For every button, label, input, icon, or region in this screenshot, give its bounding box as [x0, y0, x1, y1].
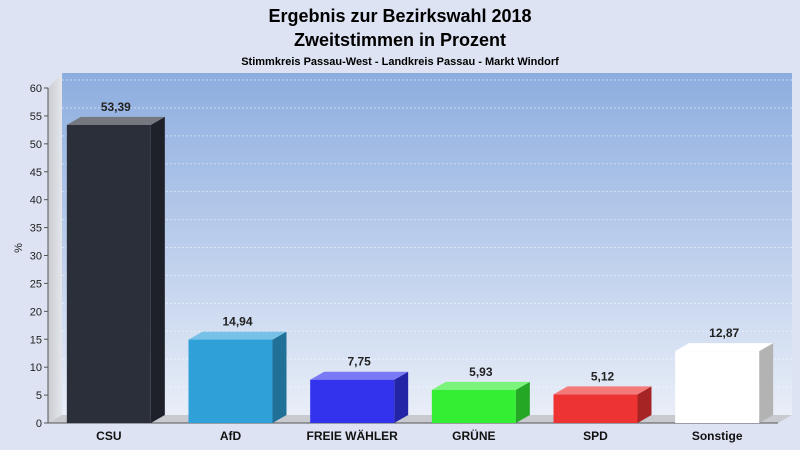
bar-side: [759, 343, 774, 423]
category-label: FREIE WÄHLER: [306, 428, 398, 443]
bar-front: [188, 339, 273, 423]
y-axis-label: %: [13, 243, 25, 253]
y-axis-ticks: 0 5 10 15 20 25 30 35 40 45 50 55 60: [30, 83, 48, 430]
category-label: CSU: [96, 429, 121, 443]
bar-front: [553, 394, 638, 423]
category-label: SPD: [583, 429, 608, 443]
value-label: 14,94: [222, 315, 252, 329]
chart-subsubtitle: Stimmkreis Passau-West - Landkreis Passa…: [241, 56, 559, 68]
bar-spd: 5,12 SPD: [553, 369, 652, 443]
value-label: 53,39: [101, 100, 131, 114]
bar-side: [394, 371, 409, 423]
y-tick-label: 10: [30, 362, 42, 374]
bar-front: [310, 379, 395, 423]
bar-side: [150, 116, 165, 424]
bar-top: [675, 343, 774, 352]
bar-front: [66, 124, 151, 424]
category-label: Sonstige: [692, 429, 743, 443]
bar-freie-w-hler: 7,75 FREIE WÄHLER: [306, 355, 409, 443]
bar-front: [431, 389, 516, 423]
y-tick-label: 15: [30, 334, 42, 346]
y-tick-label: 20: [30, 306, 42, 318]
y-tick-label: 30: [30, 251, 42, 263]
bar-top: [431, 381, 530, 390]
bar-gr-ne: 5,93 GRÜNE: [431, 365, 530, 443]
plot-left-wall: [48, 73, 62, 423]
bar-top: [66, 116, 165, 125]
bar-csu: 53,39 CSU: [66, 100, 165, 443]
chart-subtitle: Zweitstimmen in Prozent: [294, 30, 506, 50]
value-label: 7,75: [347, 355, 371, 369]
bar-top: [553, 386, 652, 395]
y-tick-label: 45: [30, 167, 42, 179]
bar-afd: 14,94 AfD: [188, 315, 287, 443]
bar-top: [310, 371, 409, 380]
y-tick-label: 0: [36, 418, 42, 430]
y-tick-label: 5: [36, 390, 42, 402]
category-label: AfD: [220, 429, 242, 443]
category-label: GRÜNE: [452, 428, 495, 443]
value-label: 12,87: [709, 326, 739, 340]
chart-title: Ergebnis zur Bezirkswahl 2018: [268, 6, 531, 26]
y-tick-label: 60: [30, 83, 42, 95]
bar-side: [272, 331, 287, 423]
gridlines: [62, 79, 792, 388]
y-tick-label: 55: [30, 111, 42, 123]
bar-side: [515, 381, 530, 423]
bars: 53,39 CSU 14,94 AfD 7,75 FREIE WÄHLER 5,93 GRÜN…: [66, 100, 774, 443]
y-tick-label: 50: [30, 139, 42, 151]
bar-top: [188, 331, 287, 340]
value-label: 5,93: [469, 365, 493, 379]
y-tick-label: 35: [30, 223, 42, 235]
value-label: 5,12: [591, 369, 615, 383]
bar-front: [675, 351, 760, 423]
bar-side: [637, 386, 652, 423]
bar-sonstige: 12,87 Sonstige: [675, 326, 774, 443]
y-tick-label: 25: [30, 278, 42, 290]
plot-back-wall: [62, 73, 792, 415]
y-tick-label: 40: [30, 195, 42, 207]
